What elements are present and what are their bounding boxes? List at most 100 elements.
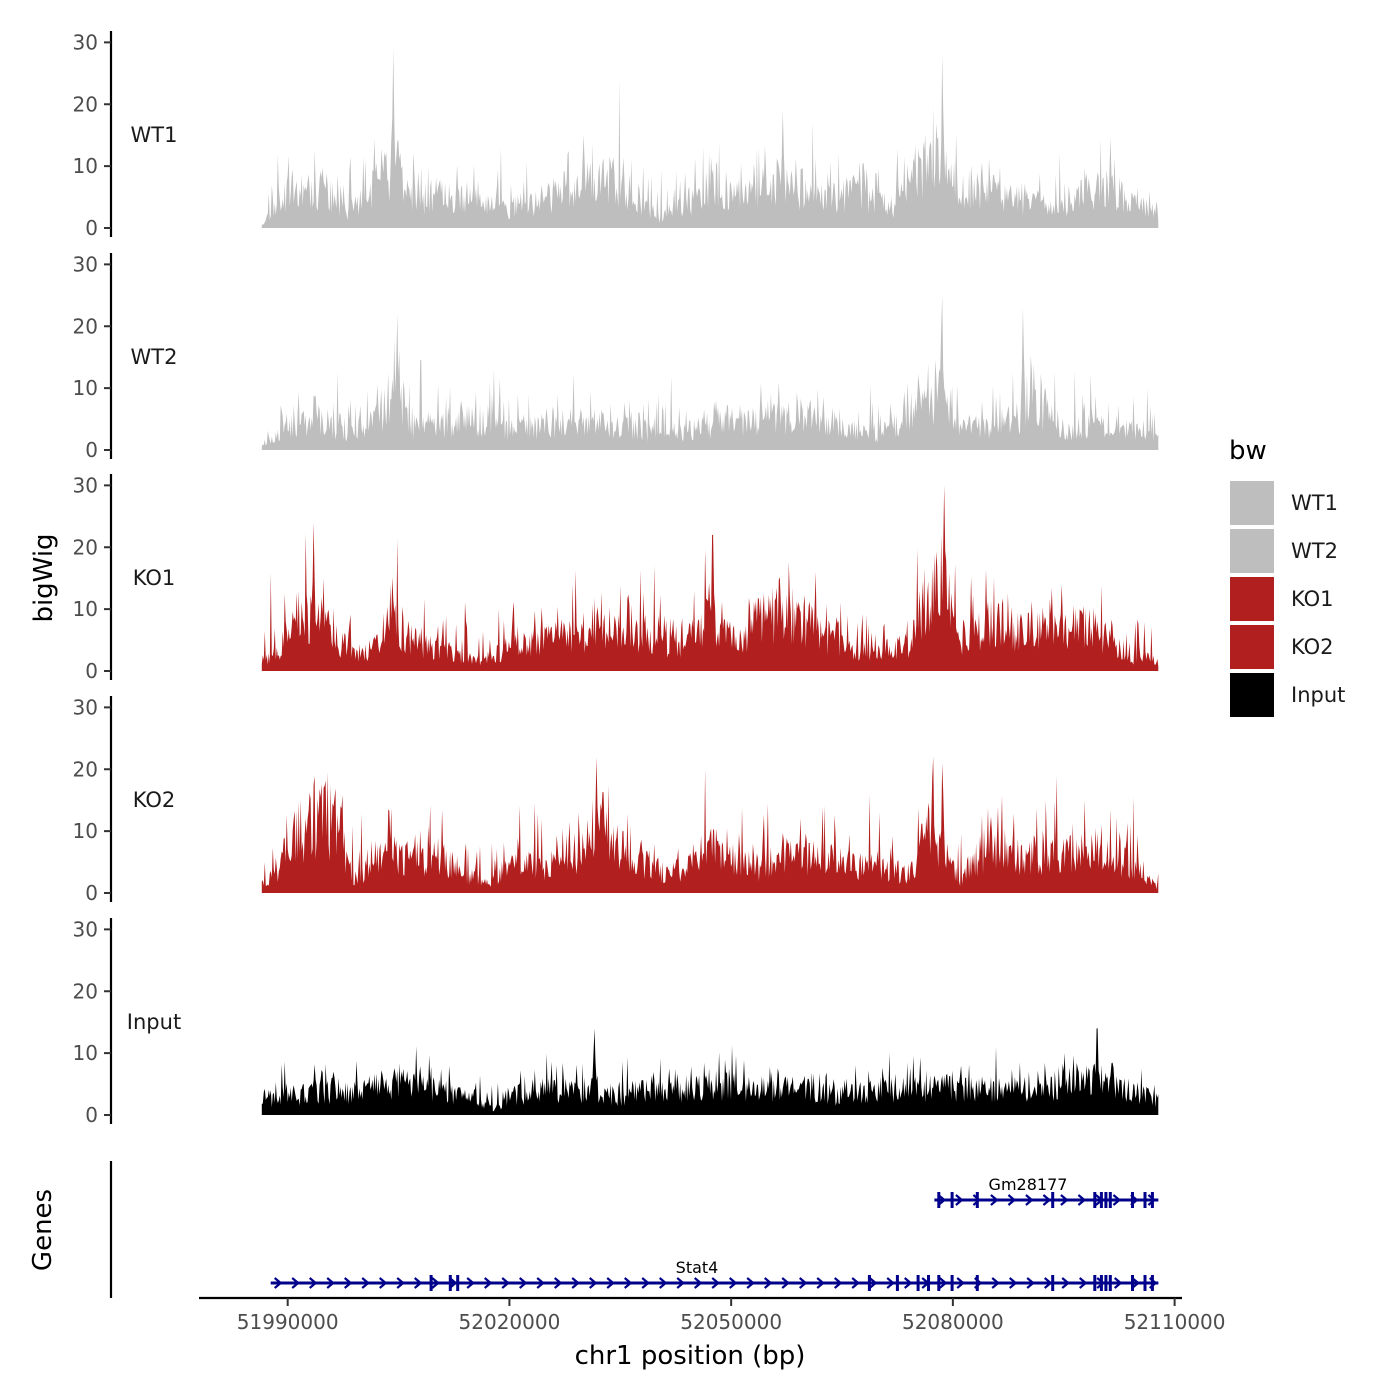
exon — [1093, 1275, 1097, 1291]
x-axis: 51990000 52020000 52050000 52080000 52110000… — [199, 1296, 1226, 1371]
y-tick-label: 0 — [85, 881, 98, 905]
strand-arrow — [955, 1194, 964, 1206]
strand-arrow — [361, 1277, 370, 1289]
strand-arrow — [1025, 1194, 1034, 1206]
gene-label: Stat4 — [676, 1258, 719, 1277]
strand-arrow — [972, 1194, 982, 1206]
track-input: 0 10 20 30 Input — [73, 917, 1159, 1127]
y-axis-title: bigWig — [29, 533, 59, 622]
signal-area-input — [261, 1028, 1159, 1115]
x-tick-label: 51990000 — [237, 1310, 339, 1334]
x-tick-label: 52050000 — [680, 1310, 782, 1334]
legend-item-ko2: KO2 — [1228, 623, 1334, 671]
strand-arrow — [396, 1277, 405, 1289]
y-tick-label: 0 — [85, 438, 98, 462]
track-label: WT1 — [131, 123, 178, 147]
y-tick-label: 0 — [85, 216, 98, 240]
strand-arrow — [606, 1277, 615, 1289]
legend-label: WT1 — [1291, 491, 1338, 515]
strand-arrow — [466, 1277, 475, 1289]
exon — [1131, 1192, 1134, 1208]
strand-arrow — [886, 1277, 895, 1289]
strand-arrow — [728, 1277, 738, 1289]
y-tick-label: 30 — [73, 252, 98, 276]
legend-title: bw — [1229, 436, 1267, 466]
strand-arrow — [1131, 1277, 1140, 1289]
exon — [1143, 1275, 1147, 1291]
exon — [1150, 1192, 1154, 1208]
strand-arrow — [378, 1277, 388, 1289]
strand-arrow — [641, 1277, 650, 1289]
strand-arrow — [798, 1277, 808, 1289]
exon — [456, 1275, 460, 1291]
strand-arrow — [903, 1277, 913, 1289]
strand-arrow — [1061, 1277, 1070, 1289]
y-tick-label: 10 — [73, 154, 98, 178]
exon — [937, 1275, 941, 1291]
legend-item-wt2: WT2 — [1228, 527, 1338, 575]
y-tick-label: 30 — [73, 30, 98, 54]
strand-arrow — [746, 1277, 755, 1289]
exon — [1099, 1192, 1103, 1208]
legend-label: WT2 — [1291, 539, 1338, 563]
strand-arrow — [1026, 1277, 1035, 1289]
y-tick-label: 10 — [73, 376, 98, 400]
track-label: WT2 — [131, 345, 178, 369]
strand-arrow — [991, 1277, 1000, 1289]
legend-label: Input — [1291, 683, 1345, 707]
strand-arrow — [536, 1277, 545, 1289]
genes-panel: Gm28177 Stat4 Genes — [28, 1161, 1159, 1298]
y-tick-label: 0 — [85, 1103, 98, 1127]
y-tick-label: 30 — [73, 917, 98, 941]
strand-arrow — [1147, 1194, 1157, 1206]
signal-area-ko1 — [261, 485, 1159, 671]
track-label: Input — [127, 1010, 181, 1034]
x-tick-label: 52020000 — [459, 1310, 561, 1334]
gene-label: Gm28177 — [989, 1175, 1068, 1194]
exon — [975, 1275, 979, 1291]
exon — [916, 1275, 920, 1291]
legend-item-ko1: KO1 — [1228, 575, 1334, 623]
track-ko2: 0 10 20 30 KO2 — [73, 695, 1159, 905]
strand-arrow — [658, 1277, 668, 1289]
strand-arrow — [781, 1277, 790, 1289]
strand-arrow — [711, 1277, 720, 1289]
y-tick-label: 20 — [73, 92, 98, 116]
gene-models: Gm28177 Stat4 — [270, 1175, 1159, 1291]
exon — [975, 1192, 979, 1208]
y-tick-label: 20 — [73, 314, 98, 338]
track-wt2: 0 10 20 30 WT2 — [73, 252, 1159, 462]
strand-arrow — [938, 1277, 948, 1289]
exon — [429, 1275, 433, 1291]
exon — [927, 1275, 930, 1291]
signal-area-wt2 — [261, 295, 1159, 450]
track-label: KO1 — [133, 566, 176, 590]
gene-stat4: Stat4 — [270, 1258, 1159, 1291]
strand-arrow — [308, 1277, 318, 1289]
exon — [1108, 1192, 1112, 1208]
exon — [867, 1275, 871, 1291]
exon — [950, 1192, 954, 1208]
exon — [1051, 1192, 1055, 1208]
strand-arrow — [1077, 1194, 1087, 1206]
strand-arrow — [763, 1277, 773, 1289]
exon — [1104, 1192, 1108, 1208]
legend-item-input: Input — [1228, 671, 1345, 719]
x-tick-label: 52080000 — [902, 1310, 1004, 1334]
exon — [1099, 1275, 1103, 1291]
y-tick-label: 10 — [73, 819, 98, 843]
legend-swatch — [1228, 527, 1276, 575]
strand-arrow — [273, 1277, 283, 1289]
strand-arrow — [291, 1277, 300, 1289]
strand-arrow — [1078, 1277, 1088, 1289]
exon — [937, 1192, 941, 1208]
strand-arrow — [343, 1277, 353, 1289]
strand-arrow — [1042, 1194, 1052, 1206]
strand-arrow — [816, 1277, 825, 1289]
legend-label: KO1 — [1291, 587, 1334, 611]
y-tick-label: 10 — [73, 1041, 98, 1065]
exon — [448, 1275, 452, 1291]
y-tick-label: 30 — [73, 473, 98, 497]
exon — [1051, 1275, 1055, 1291]
